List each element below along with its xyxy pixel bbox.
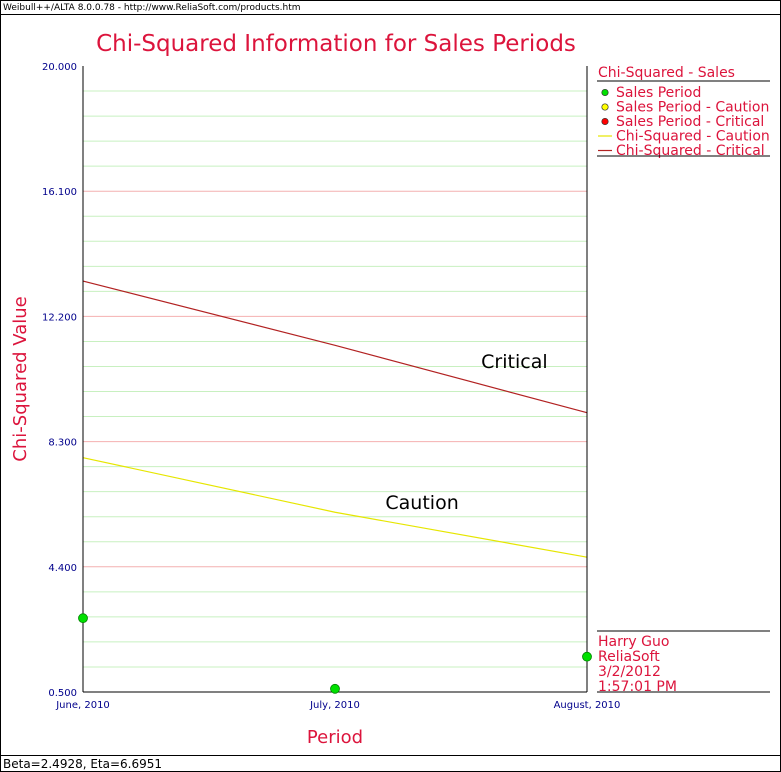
legend-entry-label: Sales Period <box>616 85 701 101</box>
legend-swatch-dot <box>601 88 609 97</box>
info-time: 1:57:01 PM <box>598 679 677 695</box>
y-tick-label: 16.100 <box>42 187 77 198</box>
header-bar: Weibull++/ALTA 8.0.0.78 - http://www.Rel… <box>1 1 780 15</box>
x-tick-label: June, 2010 <box>55 700 110 711</box>
data-point <box>78 613 88 624</box>
legend-swatch-dot <box>601 103 609 111</box>
annotation-label: Critical <box>481 351 547 373</box>
x-tick-label: July, 2010 <box>309 700 360 711</box>
data-point <box>330 683 340 694</box>
x-axis-label: Period <box>307 727 363 748</box>
legend-entry-label: Chi-Squared - Critical <box>616 143 765 159</box>
legend-entry-label: Sales Period - Caution <box>616 100 769 116</box>
chart-title: Chi-Squared Information for Sales Period… <box>96 31 576 57</box>
x-tick-label: August, 2010 <box>554 700 621 711</box>
info-company: ReliaSoft <box>598 649 660 665</box>
y-axis-label: Chi-Squared Value <box>10 296 31 461</box>
legend-entry-label: Sales Period - Critical <box>616 114 764 130</box>
info-date: 3/2/2012 <box>598 664 661 680</box>
y-tick-label: 0.500 <box>48 688 77 699</box>
y-tick-label: 4.400 <box>48 563 77 574</box>
series-line <box>82 457 588 558</box>
series-line <box>82 280 588 414</box>
y-tick-label: 8.300 <box>48 438 77 449</box>
annotation-label: Caution <box>385 492 458 514</box>
data-point <box>582 651 592 662</box>
legend-swatch-dot <box>601 117 609 126</box>
y-tick-label: 20.000 <box>42 62 77 73</box>
parameter-footer: Beta=2.4928, Eta=6.6951 <box>1 755 780 771</box>
legend-entry-label: Chi-Squared - Caution <box>616 129 770 145</box>
legend-title: Chi-Squared - Sales <box>598 65 735 81</box>
y-tick-label: 12.200 <box>42 312 77 323</box>
info-user: Harry Guo <box>598 634 669 650</box>
